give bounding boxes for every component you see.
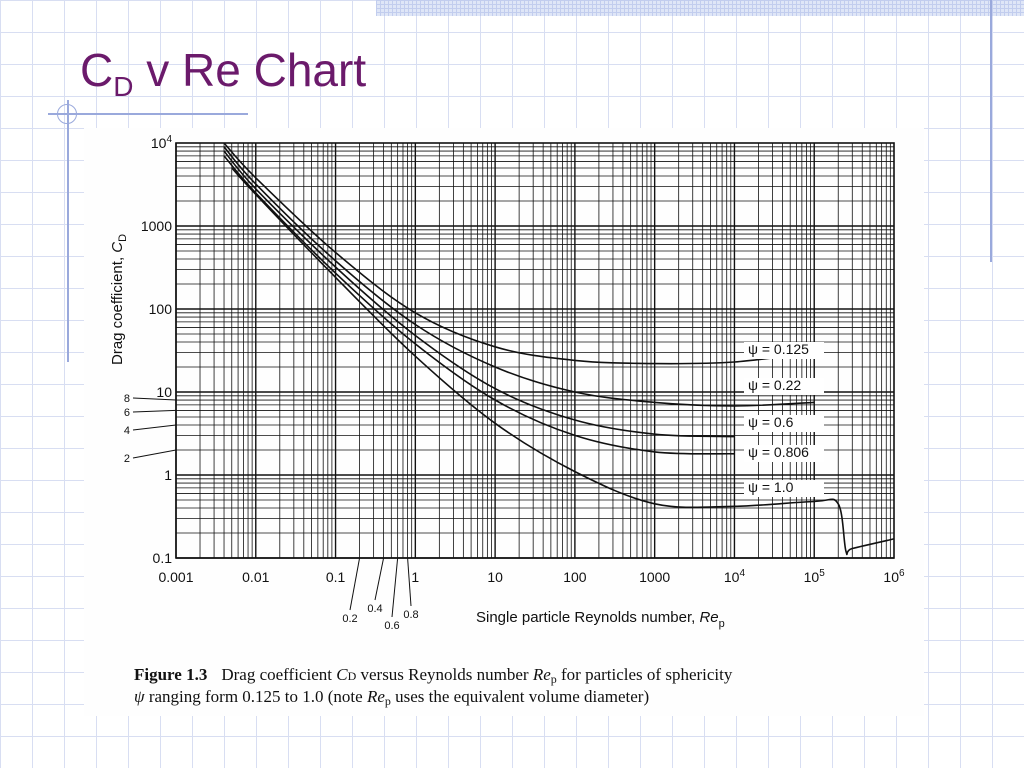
plot-frame [175, 142, 895, 559]
y-minor-leader-line [132, 409, 177, 413]
x-tick-label: 0.001 [158, 569, 193, 585]
x-tick-label: 10 [487, 569, 503, 585]
x-tick-label: 1000 [639, 569, 670, 585]
x-tick-label: 104 [724, 568, 746, 585]
x-minor-tick-label: 0.8 [403, 609, 418, 621]
x-tick-label: 105 [804, 568, 826, 585]
y-tick-label: 104 [151, 134, 173, 151]
series-label-bg [744, 480, 824, 497]
decorative-circle [57, 104, 77, 124]
left-decorative-line [67, 100, 69, 362]
series-line-psi-10 [231, 167, 895, 556]
y-minor-leader-line [132, 449, 177, 459]
y-minor-leader-line [132, 397, 177, 401]
series-label: ψ = 0.806 [748, 444, 809, 460]
y-minor-tick-label: 6 [124, 407, 130, 419]
series-label: ψ = 1.0 [748, 479, 794, 495]
y-minor-tick-label: 2 [124, 453, 130, 465]
y-minor-tick-label: 4 [124, 425, 130, 437]
y-tick-label: 1 [164, 467, 172, 483]
x-tick-label: 1 [411, 569, 419, 585]
x-axis-label: Single particle Reynolds number, Rep [476, 609, 725, 630]
y-minor-tick-label: 8 [124, 393, 130, 405]
x-minor-leader-line [391, 557, 399, 618]
y-minor-leader-line [132, 424, 177, 431]
series-line-psi-06 [223, 150, 735, 438]
figure-caption: Figure 1.3 Drag coefficient CD versus Rey… [134, 665, 733, 708]
series-label-bg [744, 342, 824, 359]
x-tick-label: 100 [563, 569, 587, 585]
x-minor-leader-line [374, 557, 385, 601]
series-layer [223, 142, 895, 556]
series-line-psi-0125 [223, 142, 815, 365]
y-tick-label: 100 [149, 301, 173, 317]
x-minor-tick-label: 0.2 [342, 613, 357, 625]
title-underline [48, 113, 248, 115]
y-tick-label: 1000 [141, 218, 172, 234]
x-minor-leader-line [349, 557, 361, 611]
caption-line-2: ψ ranging form 0.125 to 1.0 (note Rep us… [134, 687, 649, 708]
x-minor-leader-line [407, 557, 412, 607]
right-decorative-line [990, 0, 992, 262]
slide-title: CD v Re Chart [80, 44, 367, 102]
x-tick-label: 0.01 [242, 569, 269, 585]
x-minor-tick-label: 0.4 [367, 603, 382, 615]
top-decorative-band [376, 0, 1024, 16]
series-line-psi-0806 [223, 155, 735, 455]
series-line-psi-022 [223, 146, 815, 407]
y-tick-label: 10 [156, 384, 172, 400]
series-label: ψ = 0.6 [748, 414, 794, 430]
y-tick-label: 0.1 [153, 550, 173, 566]
tick-labels: ψ = 0.125 ψ = 0.22 ψ = 0.6 ψ = 0.806 ψ = 1.0… [124, 134, 905, 632]
x-tick-label: 0.1 [326, 569, 346, 585]
x-minor-tick-label: 0.6 [384, 620, 399, 632]
series-label-bg [744, 415, 824, 432]
series-label-bg [744, 445, 824, 462]
series-label: ψ = 0.22 [748, 377, 801, 393]
caption-line-1: Figure 1.3 Drag coefficient CD versus Rey… [134, 665, 733, 686]
series-label-bg [744, 378, 824, 395]
x-tick-label: 106 [883, 568, 905, 585]
series-label: ψ = 0.125 [748, 341, 809, 357]
y-axis-label: Drag coefficient, CD [109, 234, 129, 365]
